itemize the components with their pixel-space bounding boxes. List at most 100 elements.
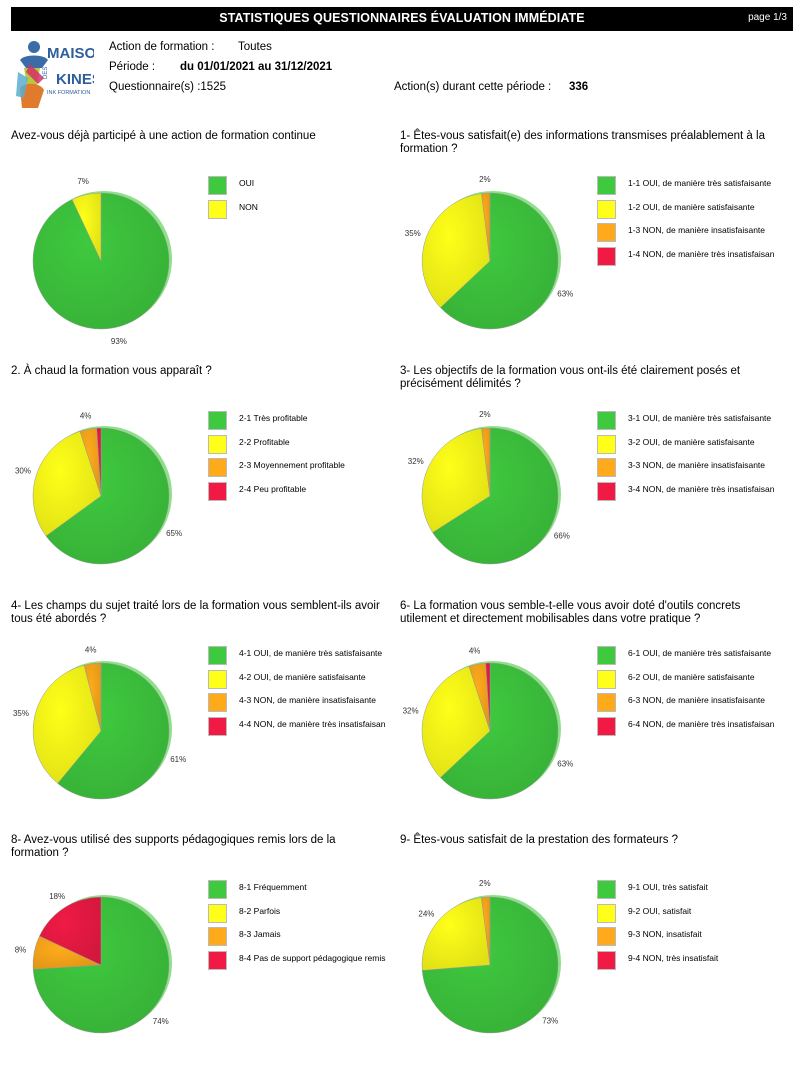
chart-panel-1: 1- Êtes-vous satisfait(e) des informatio…	[400, 130, 796, 362]
legend-label: 9-4 NON, très insatisfait	[628, 952, 719, 963]
legend-swatch	[597, 223, 616, 242]
legend-swatch	[597, 411, 616, 430]
page-number: page 1/3	[748, 12, 787, 23]
pie-slice-2	[421, 193, 491, 308]
legend-label: 9-3 NON, insatisfait	[628, 929, 702, 939]
chart-panel-3: 3- Les objectifs de la formation vous on…	[400, 365, 796, 597]
legend-label: 3-2 OUI, de manière satisfaisante	[628, 436, 755, 447]
pie-slice-label-3: 4%	[469, 647, 481, 656]
pie-slice-2	[32, 431, 102, 537]
pie-slice-label-2: 30%	[15, 467, 31, 476]
pie-slice-label-2: 7%	[77, 177, 89, 186]
legend-label: 8-4 Pas de support pédagogique remis	[239, 952, 386, 963]
legend-swatch	[597, 176, 616, 195]
chart-panel-7: 9- Êtes-vous satisfait de la prestation …	[400, 834, 796, 1066]
chart-title: 3- Les objectifs de la formation vous on…	[400, 365, 741, 390]
pie-chart: 65% 30% 4%	[15, 412, 182, 565]
logo-figure-icon	[16, 41, 48, 108]
actions-value: 336	[569, 81, 589, 93]
legend-swatch	[597, 199, 616, 219]
legend-label: 1-4 NON, de manière très insatisfaisan	[628, 248, 775, 259]
pie-slice-3	[481, 896, 491, 966]
legend-label: 4-2 OUI, de manière satisfaisante	[239, 671, 366, 682]
pie-chart: 73% 24% 2%	[418, 879, 561, 1034]
pie-slice-1	[440, 192, 559, 330]
pie-chart: 93% 7%	[32, 177, 172, 346]
logo-line-3: KINES	[56, 71, 94, 88]
legend-swatch	[208, 927, 227, 946]
legend-label: 1-1 OUI, de manière très satisfaisante	[628, 178, 772, 188]
legend-swatch	[597, 880, 616, 899]
report-title-bar: STATISTIQUES QUESTIONNAIRES ÉVALUATION I…	[11, 7, 793, 31]
pie-slice-3	[481, 192, 491, 262]
pie-slice-3	[83, 662, 102, 732]
pie-slice-label-2: 35%	[405, 229, 421, 238]
pie-slice-label-3: 8%	[15, 946, 27, 955]
legend-label: 2-2 Profitable	[239, 436, 290, 447]
pie-slice-label-1: 63%	[557, 290, 573, 299]
legend-swatch	[597, 693, 616, 712]
pie-chart: 63% 35% 2%	[405, 175, 573, 330]
pie-slice-2	[421, 897, 491, 971]
legend-swatch	[208, 199, 227, 219]
legend-label: 9-2 OUI, satisfait	[628, 905, 692, 916]
logo-line-4: INK FORMATION	[47, 90, 90, 96]
pie-slice-1	[45, 427, 170, 565]
pie-slice-4	[96, 427, 102, 497]
legend-swatch	[208, 411, 227, 430]
legend-swatch	[208, 176, 227, 195]
legend-label: 6-4 NON, de manière très insatisfaisan	[628, 718, 775, 729]
pie-slice-label-3: 2%	[479, 175, 491, 184]
legend-label: 3-3 NON, de manière insatisfaisante	[628, 460, 766, 470]
pie-slice-label-3: 2%	[479, 879, 491, 888]
actions-label: Action(s) durant cette période :	[394, 81, 552, 93]
legend-swatch	[208, 880, 227, 899]
legend-swatch	[597, 646, 616, 665]
logo-line-1: MAISON	[47, 45, 94, 62]
legend-label: 2-4 Peu profitable	[239, 483, 307, 494]
pie-slice-label-3: 4%	[80, 412, 92, 421]
legend-label: 6-2 OUI, de manière satisfaisante	[628, 671, 755, 682]
period-value: du 01/01/2021 au 31/12/2021	[180, 61, 333, 73]
legend-swatch	[208, 950, 227, 970]
legend-swatch	[208, 481, 227, 501]
pie-chart: 63% 32% 4%	[403, 647, 573, 800]
legend-label: 2-3 Moyennement profitable	[239, 460, 345, 470]
logo-line-2: DES	[43, 67, 49, 79]
chart-panel-5: 6- La formation vous semble-t-elle vous …	[400, 600, 796, 832]
legend-label: 2-1 Très profitable	[239, 413, 308, 423]
legend-label: 8-3 Jamais	[239, 929, 281, 939]
legend-swatch	[597, 716, 616, 736]
pie-slice-label-1: 63%	[557, 760, 573, 769]
legend-label: 4-3 NON, de manière insatisfaisante	[239, 695, 377, 705]
legend-label: 1-2 OUI, de manière satisfaisante	[628, 201, 755, 212]
pie-slice-4	[485, 662, 491, 732]
chart-title: 9- Êtes-vous satisfait de la prestation …	[400, 834, 679, 846]
period-label: Période :	[109, 61, 156, 73]
legend-swatch	[597, 246, 616, 266]
legend-label: 4-1 OUI, de manière très satisfaisante	[239, 648, 383, 658]
pie-slice-label-2: 32%	[408, 457, 424, 466]
pie-slice-label-3: 2%	[479, 410, 491, 419]
pie-slice-label-3: 4%	[85, 646, 97, 655]
pie-slice-2	[71, 192, 102, 262]
chart-title: 8- Avez-vous utilisé des supports pédago…	[11, 834, 336, 859]
pie-slice-label-4: 18%	[49, 892, 65, 901]
pie-slice-3	[481, 427, 491, 497]
legend-swatch	[208, 693, 227, 712]
legend-swatch	[208, 434, 227, 454]
pie-chart: 66% 32% 2%	[408, 410, 570, 565]
questionnaires-count: Questionnaire(s) :1525	[109, 81, 226, 93]
legend-swatch	[208, 903, 227, 923]
legend-swatch	[597, 458, 616, 477]
legend-label: 9-1 OUI, très satisfait	[628, 882, 708, 892]
chart-panel-4: 4- Les champs du sujet traité lors de la…	[11, 600, 407, 832]
pie-slice-2	[32, 664, 102, 784]
maison-des-kines-logo: MAISON DES KINES INK FORMATION	[16, 41, 94, 108]
legend-label: OUI	[239, 178, 255, 188]
legend-label: 3-4 NON, de manière très insatisfaisan	[628, 483, 775, 494]
chart-title: 6- La formation vous semble-t-elle vous …	[400, 600, 741, 625]
legend-label: 4-4 NON, de manière très insatisfaisan	[239, 718, 386, 729]
legend-label: 8-1 Fréquemment	[239, 882, 307, 892]
pie-slice-label-1: 66%	[554, 532, 570, 541]
